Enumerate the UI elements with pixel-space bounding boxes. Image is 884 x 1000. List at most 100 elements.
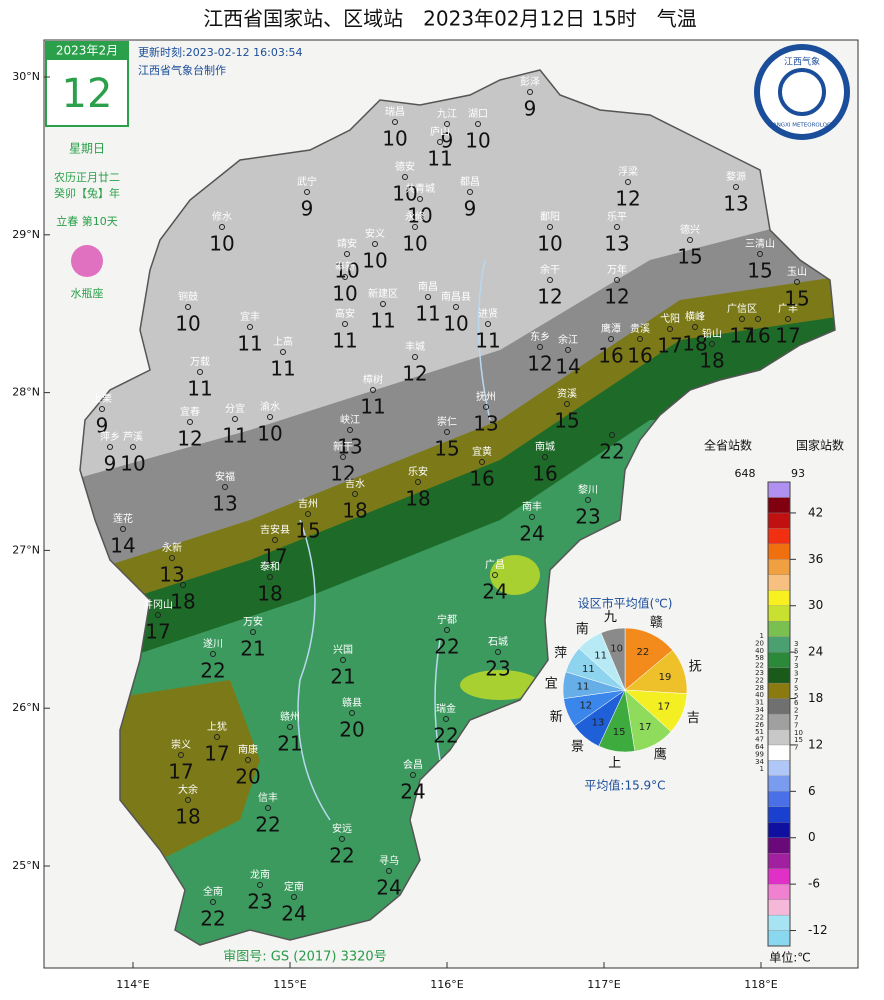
station-value: 12 (527, 352, 552, 376)
station-value: 10 (120, 452, 145, 476)
station-name: 兴国 (333, 644, 353, 656)
station-name: 贵溪 (630, 322, 650, 335)
station-name: 永新 (162, 541, 182, 554)
station-dot (585, 497, 591, 503)
station-name: 余江 (558, 333, 578, 346)
station-value: 17 (262, 545, 287, 569)
station-name: 峡江 (340, 413, 360, 426)
station-dot (342, 274, 348, 280)
station-value: 15 (747, 259, 772, 283)
station-name: 武宁 (297, 175, 317, 188)
station-value: 11 (370, 309, 395, 333)
lon-label: 118°E (744, 978, 777, 991)
station-name: 樟树 (363, 373, 383, 386)
station-value: 14 (110, 534, 135, 558)
station-value: 9 (441, 129, 454, 153)
station-dot (107, 444, 113, 450)
station-value: 18 (175, 805, 200, 829)
station-value: 15 (784, 287, 809, 311)
station-name: 定南 (284, 880, 304, 893)
station-name: 资溪 (557, 388, 577, 400)
station-name: 瑞金 (436, 702, 456, 715)
station-name: 全南 (203, 885, 223, 898)
station-dot (342, 321, 348, 327)
station-dot (794, 279, 800, 285)
station-value: 18 (699, 349, 724, 373)
station-dot (344, 251, 350, 257)
pie-value: 13 (592, 717, 605, 728)
national-count: 3 (794, 640, 798, 648)
station-dot (347, 427, 353, 433)
station-value: 10 (362, 249, 387, 273)
station-dot (443, 716, 449, 722)
station-name: 抚州 (476, 391, 496, 403)
station-name: 永修 (405, 210, 425, 223)
station-dot (609, 432, 615, 438)
station-value: 12 (604, 285, 629, 309)
pie-slice (600, 627, 626, 691)
pie-value: 22 (636, 647, 649, 658)
national-count: 7 (794, 721, 798, 729)
colorbar-label: 30 (808, 598, 823, 612)
zodiac-icon (71, 245, 103, 277)
station-dot (386, 868, 392, 874)
colorbar-swatch (767, 744, 791, 761)
station-dot (565, 347, 571, 353)
station-name: 九江 (437, 108, 457, 120)
lat-label: 29°N (12, 228, 40, 241)
station-dot (709, 341, 715, 347)
stations: 彭泽9瑞昌10九江9湖口10庐山11德安10共青城10永修10都昌9武宁9修水1… (92, 75, 810, 931)
station-dot (352, 491, 358, 497)
province-count: 34 (755, 758, 764, 766)
station-dot (291, 894, 297, 900)
station-name: 共青城 (405, 182, 435, 195)
ganzhi: 癸卯【兔】年 (54, 186, 120, 200)
station-dot (247, 324, 253, 330)
lat-label: 27°N (12, 543, 40, 556)
province-count: 22 (755, 662, 764, 670)
logo: 江西气象 JIANGXI METEOROLOGY (754, 44, 850, 140)
station-value: 11 (187, 377, 212, 401)
station-value: 12 (615, 187, 640, 211)
colorbar-swatch (767, 806, 791, 823)
province-count: 34 (755, 706, 764, 714)
station-dot (453, 304, 459, 310)
station-name: 寻乌 (379, 854, 399, 867)
station-value: 12 (402, 362, 427, 386)
colorbar-swatch (767, 667, 791, 684)
station-dot (340, 454, 346, 460)
field-band (460, 670, 540, 700)
logo-ring (754, 44, 850, 140)
station-value: 16 (745, 324, 770, 348)
colorbar-swatch (767, 930, 791, 947)
station-dot (402, 174, 408, 180)
station-value: 24 (281, 902, 306, 926)
lat-label: 26°N (12, 701, 40, 714)
station-name: 新建区 (368, 287, 398, 300)
colorbar-swatch (767, 822, 791, 838)
station-name: 宜丰 (240, 310, 260, 323)
station-dot (197, 369, 203, 375)
national-count: 2 (794, 707, 798, 715)
station-name: 鹰潭 (601, 322, 621, 335)
colorbar-swatch (767, 590, 791, 606)
province-count: 51 (755, 728, 764, 736)
station-dot (287, 724, 293, 730)
station-value: 10 (402, 232, 427, 256)
colorbar-swatch (767, 775, 791, 792)
station-dot (412, 354, 418, 360)
station-value: 22 (200, 659, 225, 683)
station-name: 鄱阳 (540, 210, 560, 223)
zodiac: 水瓶座 (71, 286, 104, 300)
colorbar-label: 36 (808, 552, 823, 566)
title: 江西省国家站、区域站 2023年02月12日 15时 气温 (203, 7, 697, 31)
field-band (490, 555, 540, 595)
legend-unit: 单位:℃ (769, 950, 811, 965)
station-dot (222, 484, 228, 490)
pie-label: 赣 (650, 615, 663, 630)
station-dot (214, 734, 220, 740)
pie-value: 11 (582, 664, 595, 675)
station-value: 22 (599, 440, 624, 464)
